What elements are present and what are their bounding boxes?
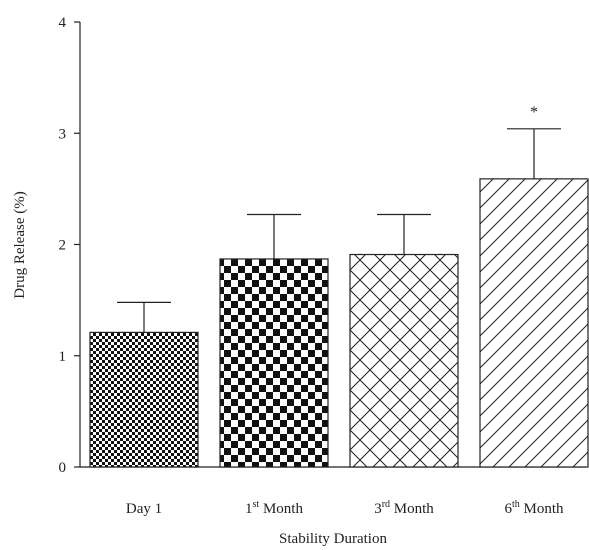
y-axis-title: Drug Release (%): [12, 191, 28, 298]
y-ticks: 0 1 2 3 4: [59, 15, 80, 476]
x-tick-label: 3rd Month: [374, 499, 434, 517]
x-tick-labels: Day 1 1st Month 3rd Month 6th Month: [126, 499, 564, 517]
y-tick-label: 2: [59, 238, 67, 254]
x-tick-label: 1st Month: [245, 499, 303, 517]
y-tick-label: 0: [59, 460, 67, 476]
bar: [479, 178, 589, 468]
bar: [219, 258, 329, 468]
x-tick-label: Day 1: [126, 501, 162, 517]
x-axis-title: Stability Duration: [279, 531, 387, 547]
bar: [89, 331, 199, 468]
error-bars: [117, 128, 561, 333]
annotations: *: [530, 104, 538, 121]
bars: [89, 178, 589, 468]
y-tick-label: 3: [59, 126, 67, 142]
bar: [349, 253, 459, 468]
significance-marker: *: [530, 104, 538, 121]
y-tick-label: 4: [59, 15, 67, 31]
x-tick-label: 6th Month: [504, 499, 564, 517]
y-tick-label: 1: [59, 349, 67, 365]
